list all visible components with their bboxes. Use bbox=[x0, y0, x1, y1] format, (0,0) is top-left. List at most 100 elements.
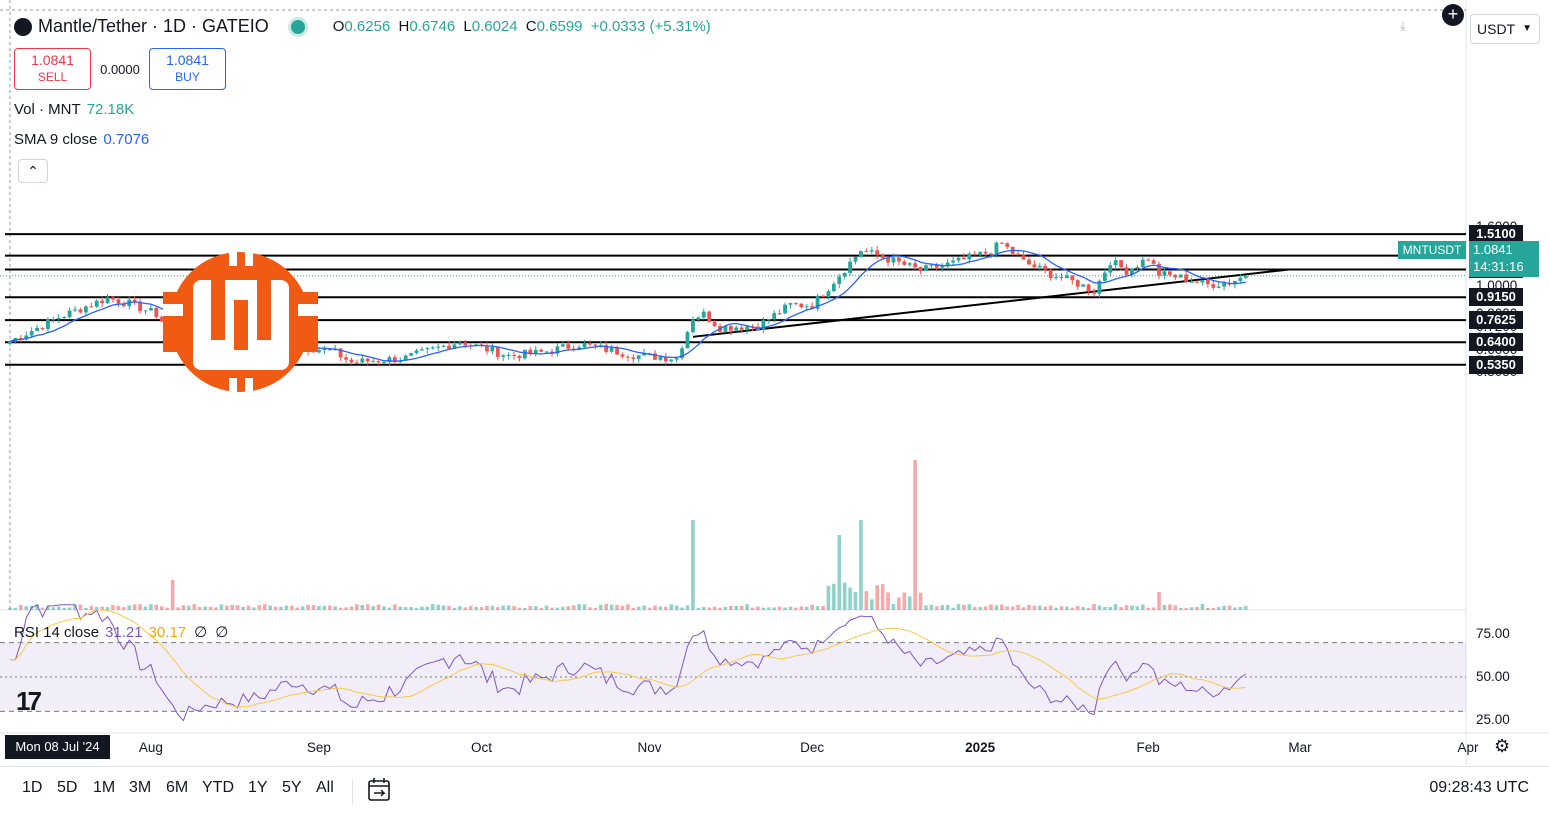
volume-bar bbox=[154, 604, 159, 610]
candle-body bbox=[457, 342, 462, 345]
candle-body bbox=[441, 345, 446, 347]
volume-bar bbox=[24, 606, 29, 610]
candle-body bbox=[474, 344, 479, 346]
volume-bar bbox=[496, 607, 500, 610]
volume-bar bbox=[983, 606, 988, 610]
volume-bar bbox=[1157, 592, 1161, 610]
volume-bar bbox=[170, 580, 175, 610]
volume-bar bbox=[989, 604, 993, 610]
volume-bar bbox=[371, 606, 375, 610]
volume-bar bbox=[1135, 606, 1140, 610]
candle-body bbox=[436, 346, 441, 348]
candle-body bbox=[46, 319, 50, 330]
volume-bar bbox=[387, 607, 392, 610]
candle-body bbox=[403, 355, 408, 361]
volume-bar bbox=[875, 585, 879, 610]
download-icon[interactable]: ⤓ bbox=[1400, 18, 1406, 33]
volume-bar bbox=[945, 604, 950, 610]
volume-bar bbox=[441, 605, 446, 610]
candle-body bbox=[642, 353, 647, 356]
volume-bar bbox=[869, 599, 874, 610]
volume-bar bbox=[62, 607, 66, 610]
range-button-5d[interactable]: 5D bbox=[57, 779, 78, 796]
candle-body bbox=[56, 318, 61, 320]
volume-bar bbox=[1195, 606, 1199, 610]
candle-body bbox=[582, 343, 587, 348]
sma-legend[interactable]: SMA 9 close 0.7076 bbox=[14, 131, 150, 148]
volume-bar bbox=[300, 606, 305, 610]
volume-bar bbox=[712, 606, 717, 610]
candle-body bbox=[1222, 283, 1226, 287]
buy-button[interactable]: 1.0841 BUY bbox=[149, 48, 226, 90]
candle-body bbox=[1151, 260, 1156, 264]
range-button-1m[interactable]: 1M bbox=[93, 779, 116, 796]
candle-body bbox=[1113, 260, 1118, 266]
candle-body bbox=[1075, 280, 1080, 287]
volume-bar bbox=[78, 604, 83, 610]
collapse-legend-button[interactable]: ⌃ bbox=[18, 159, 48, 183]
level-price-tag: 0.7625 bbox=[1469, 311, 1523, 330]
volume-bar bbox=[566, 606, 571, 610]
candle-body bbox=[821, 295, 825, 297]
candle-body bbox=[1211, 284, 1216, 288]
volume-bar bbox=[783, 607, 787, 610]
tradingview-logo[interactable]: 17 bbox=[16, 686, 42, 716]
candle-body bbox=[994, 242, 999, 254]
volume-bar bbox=[664, 606, 668, 610]
candle-body bbox=[609, 347, 614, 352]
volume-bar bbox=[35, 604, 39, 610]
symbol-title[interactable]: Mantle/Tether · 1D · GATEIO bbox=[38, 16, 269, 36]
volume-bar bbox=[268, 605, 272, 610]
candle-body bbox=[972, 253, 977, 256]
volume-bar bbox=[1119, 607, 1123, 610]
range-button-6m[interactable]: 6M bbox=[166, 779, 189, 796]
volume-bar bbox=[837, 535, 842, 610]
utc-clock[interactable]: 09:28:43 UTC bbox=[1429, 779, 1529, 796]
volume-bar bbox=[598, 604, 603, 610]
range-button-1d[interactable]: 1D bbox=[22, 779, 43, 796]
range-button-all[interactable]: All bbox=[316, 779, 334, 796]
rsi-legend[interactable]: RSI 14 close 31.21 30.17 ∅ ∅ bbox=[14, 624, 229, 641]
candle-body bbox=[631, 357, 636, 359]
volume-bar bbox=[1027, 604, 1031, 610]
candle-body bbox=[490, 346, 495, 352]
time-tick-label: Mar bbox=[1288, 740, 1312, 755]
candle-body bbox=[680, 348, 684, 359]
volume-bar bbox=[360, 604, 365, 610]
candle-body bbox=[1200, 279, 1205, 283]
sell-button[interactable]: 1.0841 SELL bbox=[14, 48, 91, 90]
candle-body bbox=[8, 341, 12, 344]
volume-bar bbox=[501, 605, 506, 610]
candle-body bbox=[1059, 277, 1064, 279]
volume-bar bbox=[344, 607, 348, 610]
volume-bar bbox=[1113, 604, 1118, 610]
volume-bar bbox=[436, 604, 440, 610]
rsi-line bbox=[10, 604, 1247, 722]
volume-legend[interactable]: Vol · MNT 72.18K bbox=[14, 101, 135, 118]
volume-bar bbox=[116, 606, 121, 610]
volume-bar bbox=[1162, 605, 1167, 610]
volume-bar bbox=[1222, 605, 1226, 610]
candle-body bbox=[853, 256, 858, 262]
candle-body bbox=[940, 265, 945, 268]
candle-body bbox=[1124, 267, 1129, 275]
currency-select[interactable]: USDT ▼ bbox=[1470, 14, 1540, 44]
volume-bar bbox=[555, 607, 560, 610]
range-button-1y[interactable]: 1Y bbox=[248, 779, 268, 796]
volume-bar bbox=[306, 604, 310, 610]
candle-body bbox=[777, 313, 782, 315]
volume-bar bbox=[143, 606, 148, 610]
goto-date-icon[interactable] bbox=[366, 776, 392, 804]
volume-bar bbox=[1103, 607, 1107, 610]
volume-bar bbox=[891, 603, 896, 610]
volume-bar bbox=[203, 606, 207, 610]
settings-gear-icon[interactable]: ⚙ bbox=[1494, 736, 1511, 756]
volume-bar bbox=[788, 606, 793, 610]
range-button-3m[interactable]: 3M bbox=[129, 779, 152, 796]
chevron-down-icon: ▼ bbox=[1522, 23, 1532, 34]
candle-body bbox=[869, 250, 874, 252]
range-button-ytd[interactable]: YTD bbox=[202, 779, 234, 796]
range-button-5y[interactable]: 5Y bbox=[282, 779, 302, 796]
candle-body bbox=[132, 299, 137, 302]
plus-circle-icon[interactable]: + bbox=[1442, 4, 1464, 26]
